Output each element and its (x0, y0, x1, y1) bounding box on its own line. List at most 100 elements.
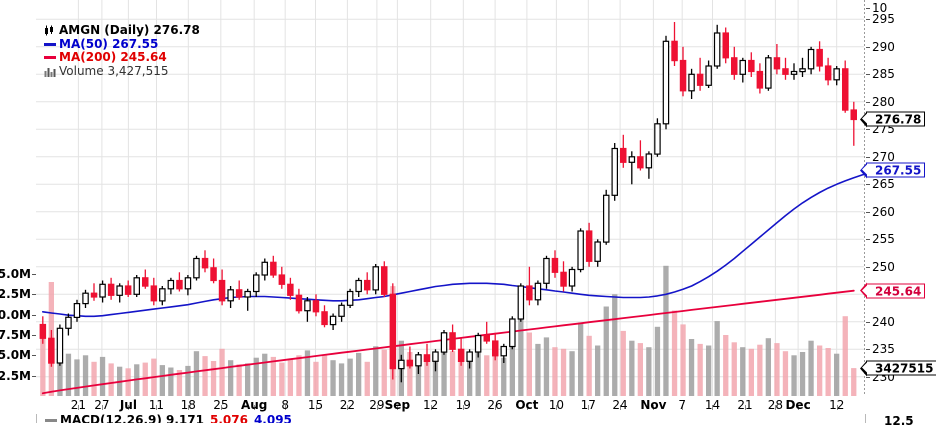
candlestick-canvas (36, 0, 864, 396)
date-tick-label: Aug (240, 398, 268, 412)
date-tick-mark (798, 405, 800, 410)
volume-tick-mark (32, 355, 36, 357)
date-tick-mark (285, 405, 287, 410)
date-tick-label: 8 (281, 398, 290, 412)
price-tick-label: 290 (872, 39, 895, 54)
date-tick-label: 26 (487, 398, 503, 412)
price-tick-label: 270 (872, 149, 895, 164)
date-tick-label: 7 (678, 398, 687, 412)
macd-label: MACD(12,26,9) 9.171 5.076 4.095 (45, 414, 292, 423)
volume-tick-label: 2.5M (0, 368, 31, 383)
date-tick-mark (188, 405, 190, 410)
date-tick-mark (397, 405, 399, 410)
date-tick-mark (315, 405, 317, 410)
date-tick-mark (712, 405, 714, 410)
volume-tick-mark (32, 314, 36, 316)
date-tick-mark (556, 405, 558, 410)
macd-swatch-icon (45, 419, 57, 422)
price-axis[interactable]: 1029529028528027527026526025525024524023… (866, 0, 936, 400)
volume-value-tag[interactable]: 3427515 (859, 360, 936, 377)
volume-tick-mark (32, 273, 36, 275)
ma200-value-tag[interactable]: 245.64 (859, 282, 926, 299)
volume-tick-mark (32, 334, 36, 336)
price-tick-mark (866, 129, 870, 131)
date-tick-label: 28 (767, 398, 783, 412)
date-tick-label: 17 (580, 398, 596, 412)
legend-volume-row[interactable]: Volume 3,427,515 (44, 64, 200, 79)
date-tick-label: 10 (548, 398, 565, 412)
date-tick-label: 19 (455, 398, 471, 412)
date-tick-label: 12 (423, 398, 439, 412)
price-tick-label: 260 (872, 204, 895, 219)
ma200-swatch-icon (44, 56, 56, 60)
volume-tick-label: 5.0M (0, 348, 31, 363)
date-tick-mark (745, 405, 747, 410)
date-tick-mark (588, 405, 590, 410)
volume-tick-label: 12.5M (0, 287, 31, 302)
volume-tick-mark (32, 375, 36, 377)
macd-axis-tick: 12.5 (884, 414, 914, 428)
macd-pane[interactable]: MACD(12,26,9) 9.171 5.076 4.095 (36, 414, 866, 423)
date-tick-label: Oct (515, 398, 539, 412)
date-tick-label: 15 (307, 398, 324, 412)
date-tick-label: 22 (339, 398, 355, 412)
price-tick-mark (866, 156, 870, 158)
right-axis-divider (864, 0, 865, 396)
date-tick-mark (836, 405, 838, 410)
date-axis[interactable]: 21 27 Jul 11 18 25 Aug 8 15 22 29 Sep 12 19 26 Oct 10 17 2… (0, 396, 936, 414)
date-tick-label: 14 (704, 398, 721, 412)
price-chart-plot[interactable] (36, 0, 864, 396)
date-tick-mark (526, 405, 528, 410)
date-tick-label: 21 (737, 398, 753, 412)
price-tick-mark (866, 74, 870, 76)
price-tick-label: 265 (872, 177, 895, 192)
date-tick-mark (101, 405, 103, 410)
date-tick-label: 12 (829, 398, 845, 412)
date-tick-label: 11 (148, 398, 165, 412)
price-tick-mark (866, 8, 870, 9)
legend-symbol-row[interactable]: AMGN (Daily) 276.78 (44, 23, 200, 38)
price-tick-mark (866, 184, 870, 186)
date-tick-mark (254, 405, 256, 410)
date-tick-mark (463, 405, 465, 410)
price-tick-label: 255 (872, 232, 895, 247)
date-tick-label: Nov (640, 398, 667, 412)
date-tick-label: 29 (369, 398, 385, 412)
date-tick-mark (376, 405, 378, 410)
last-price-tag[interactable]: 276.78 (859, 111, 926, 128)
price-tick-mark (866, 239, 870, 241)
macd-hist: 4.095 (253, 414, 292, 423)
date-tick-mark (430, 405, 432, 410)
date-tick-mark (775, 405, 777, 410)
price-tick-mark (866, 19, 870, 21)
date-tick-label: Sep (384, 398, 411, 412)
date-tick-label: 25 (213, 398, 229, 412)
date-tick-label: 24 (612, 398, 628, 412)
legend-ma200-row[interactable]: MA(200) 245.64 (44, 51, 200, 65)
price-tick-label: 10 (872, 1, 888, 15)
price-tick-label: 280 (872, 94, 895, 109)
date-tick-mark (682, 405, 684, 410)
date-tick-mark (620, 405, 622, 410)
price-tick-mark (866, 46, 870, 48)
ma50-value-tag[interactable]: 267.55 (859, 162, 926, 179)
date-tick-label: 27 (94, 398, 110, 412)
price-tick-label: 240 (872, 314, 895, 329)
date-tick-mark (156, 405, 158, 410)
legend-ma50-row[interactable]: MA(50) 267.55 (44, 36, 200, 52)
macd-signal: 5.076 (209, 414, 248, 423)
date-tick-mark (653, 405, 655, 410)
price-tick-label: 235 (872, 342, 895, 357)
price-tick-label: 285 (872, 67, 895, 82)
ma200-label: MA(200) 245.64 (59, 50, 167, 65)
ma50-label: MA(50) 267.55 (59, 36, 159, 51)
price-tick-mark (866, 349, 870, 351)
date-tick-mark (128, 405, 130, 410)
date-tick-label: Dec (785, 398, 811, 412)
date-tick-mark (495, 405, 497, 410)
price-tick-mark (866, 101, 870, 103)
ma50-swatch-icon (44, 42, 56, 46)
chart-legend: AMGN (Daily) 276.78 MA(50) 267.55 MA(200… (44, 23, 200, 79)
date-tick-label: Jul (119, 398, 137, 412)
